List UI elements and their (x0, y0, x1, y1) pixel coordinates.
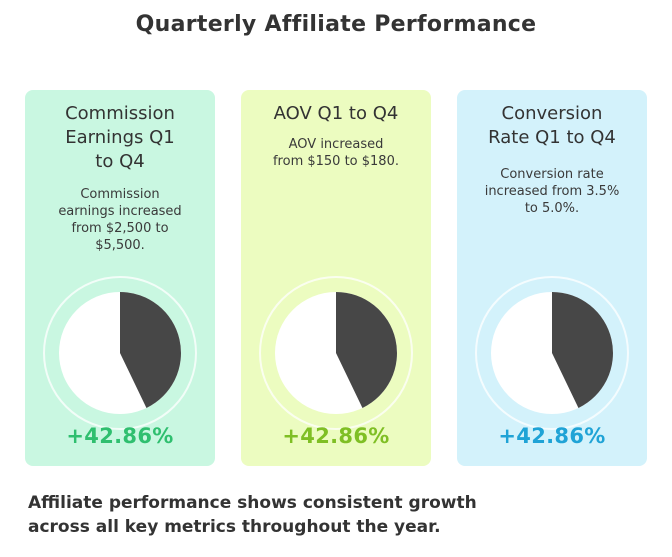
metric-card-conversion: Conversion Rate Q1 to Q4 Conversion rate… (457, 90, 647, 466)
card-title: Commission Earnings Q1 to Q4 (33, 102, 207, 174)
card-title-line: AOV Q1 to Q4 (273, 103, 399, 124)
card-description-line: increased from 3.5% (484, 184, 620, 199)
card-description-line: Conversion rate (500, 167, 604, 182)
card-description: Commission earnings increased from $2,50… (39, 186, 201, 254)
metric-card-aov: AOV Q1 to Q4 AOV increased from $150 to … (241, 90, 431, 466)
pie-slice-value (552, 292, 613, 408)
card-description-line: earnings increased (58, 204, 182, 219)
card-title-line: Earnings Q1 (65, 127, 175, 148)
pie-outer-ring (259, 276, 413, 430)
change-percentage: +42.86% (66, 424, 174, 448)
card-title-line: Rate Q1 to Q4 (488, 127, 616, 148)
pie-slice-value (336, 292, 397, 408)
pie-outer-ring (43, 276, 197, 430)
pie-chart (475, 276, 629, 430)
card-description-line: from $150 to $180. (272, 154, 399, 169)
card-title-line: Commission (65, 103, 175, 124)
card-title: AOV Q1 to Q4 (249, 102, 423, 126)
pie-outer-ring (475, 276, 629, 430)
summary-line: across all key metrics throughout the ye… (28, 517, 441, 537)
change-percentage: +42.86% (498, 424, 606, 448)
pie-chart (43, 276, 197, 430)
card-title-line: Conversion (501, 103, 603, 124)
card-description-line: Commission (80, 187, 160, 202)
card-title-line: to Q4 (95, 151, 145, 172)
card-description-line: to 5.0%. (524, 201, 580, 216)
card-description: AOV increased from $150 to $180. (255, 136, 417, 170)
page-title: Quarterly Affiliate Performance (135, 12, 537, 37)
card-description-line: AOV increased (288, 137, 384, 152)
card-description-line: from $2,500 to (71, 221, 169, 236)
change-percentage: +42.86% (282, 424, 390, 448)
card-description: Conversion rate increased from 3.5% to 5… (471, 166, 633, 217)
card-title: Conversion Rate Q1 to Q4 (465, 102, 639, 150)
summary-line: Affiliate performance shows consistent g… (28, 493, 477, 513)
metric-card-commission: Commission Earnings Q1 to Q4 Commission … (25, 90, 215, 466)
summary-text: Affiliate performance shows consistent g… (28, 491, 648, 539)
card-description-line: $5,500. (95, 238, 145, 253)
pie-chart (259, 276, 413, 430)
pie-slice-value (120, 292, 181, 408)
